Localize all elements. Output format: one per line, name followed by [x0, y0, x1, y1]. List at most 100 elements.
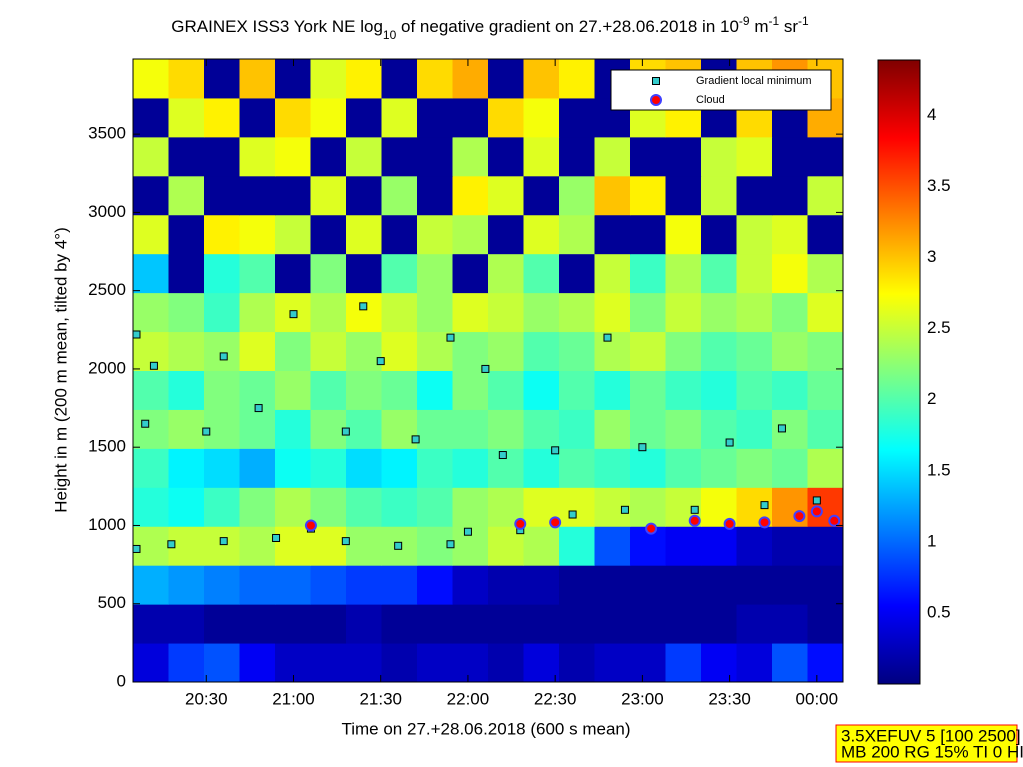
heat-cell [452, 643, 489, 683]
heat-cell [701, 253, 737, 294]
x-tick-label: 20:30 [185, 689, 228, 708]
cloud-point [828, 514, 841, 527]
heat-cell [665, 253, 702, 294]
heat-cell [665, 643, 702, 683]
heat-cell [417, 565, 453, 605]
y-tick-label: 2000 [88, 358, 126, 377]
heat-cell [807, 448, 844, 488]
heat-cell [594, 526, 631, 566]
heat-cell [523, 136, 560, 177]
heat-cell [807, 136, 844, 177]
heat-cell [772, 331, 808, 371]
heat-cell [168, 448, 205, 488]
legend-label: Gradient local minimum [696, 75, 812, 87]
y-tick-label: 3500 [88, 124, 126, 143]
heat-cell [594, 331, 631, 371]
heat-cell [736, 448, 773, 488]
heat-cell [772, 643, 808, 683]
heat-cell [310, 643, 347, 683]
heat-cell [452, 214, 489, 255]
heat-cell [594, 409, 631, 449]
heat-cell [630, 331, 666, 371]
x-axis-label: Time on 27.+28.06.2018 (600 s mean) [341, 719, 630, 738]
heat-cell [310, 487, 347, 527]
chart-title: GRAINEX ISS3 York NE log10 of negative g… [171, 14, 809, 42]
heat-cell [488, 604, 524, 644]
minimum-point [132, 544, 141, 553]
heat-cell [275, 370, 311, 410]
minimum-point [620, 505, 629, 514]
heat-cell [807, 565, 844, 605]
cloud-point [758, 516, 771, 529]
heat-cell [204, 370, 240, 410]
x-tick-label: 22:00 [447, 689, 490, 708]
y-tick-label: 1500 [88, 437, 126, 456]
title-part: -1 [768, 14, 779, 28]
heat-cell [381, 175, 418, 216]
heat-cell [417, 175, 453, 216]
heat-cell [452, 331, 489, 371]
heat-cell [665, 565, 702, 605]
minimum-point [498, 451, 507, 460]
heat-cell [630, 136, 666, 177]
plot-frame [132, 58, 844, 683]
heat-cell [346, 565, 382, 605]
heat-cell [772, 292, 808, 333]
heat-cell [701, 331, 737, 371]
heat-cell [807, 643, 844, 683]
title-part: -1 [798, 14, 809, 28]
heat-cell [488, 253, 524, 294]
heat-cell [310, 253, 347, 294]
minimum-point [376, 357, 385, 366]
heat-cell [346, 448, 382, 488]
heat-cell [665, 448, 702, 488]
heat-cell [488, 292, 524, 333]
heat-cell [807, 331, 844, 371]
heat-cell [310, 292, 347, 333]
heat-cell [204, 331, 240, 371]
heat-cell [381, 448, 418, 488]
axes: 20:30 21:00 21:30 22:00 22:30 23:00 23:30 00:00… [88, 59, 951, 708]
heat-cell [807, 604, 844, 644]
minimum-point [141, 419, 150, 428]
heat-cell [523, 292, 560, 333]
heat-cell [204, 253, 240, 294]
heat-cell [772, 136, 808, 177]
heat-cell [204, 526, 240, 566]
heat-cell [133, 292, 169, 333]
y-tick-label: 0 [117, 671, 126, 690]
heat-cell [417, 370, 453, 410]
heat-cell [665, 331, 702, 371]
minimum-point [411, 435, 420, 444]
heat-cell [168, 59, 205, 99]
heat-cell [736, 604, 773, 644]
heat-cell [204, 643, 240, 683]
heat-cell [381, 59, 418, 99]
heat-cell [772, 565, 808, 605]
heat-cell [559, 136, 595, 177]
heat-cell [523, 331, 560, 371]
heat-cell [275, 331, 311, 371]
heat-cell [204, 59, 240, 99]
heat-cell [594, 370, 631, 410]
heat-cell [701, 175, 737, 216]
heat-cell [630, 214, 666, 255]
heat-cell [523, 370, 560, 410]
heat-cell [452, 604, 489, 644]
heat-cell [559, 526, 595, 566]
heat-cell [452, 448, 489, 488]
heat-cell [417, 59, 453, 99]
minimum-point [568, 510, 577, 519]
heat-cell [452, 292, 489, 333]
heat-cell [275, 604, 311, 644]
heat-cell [168, 136, 205, 177]
heat-cell [417, 136, 453, 177]
heat-cell [736, 214, 773, 255]
heat-cell [310, 331, 347, 371]
heat-cell [523, 448, 560, 488]
heat-cell [239, 292, 276, 333]
heat-cell [346, 643, 382, 683]
x-tick-label: 23:30 [708, 689, 751, 708]
heat-cell [346, 253, 382, 294]
heat-cell [204, 214, 240, 255]
